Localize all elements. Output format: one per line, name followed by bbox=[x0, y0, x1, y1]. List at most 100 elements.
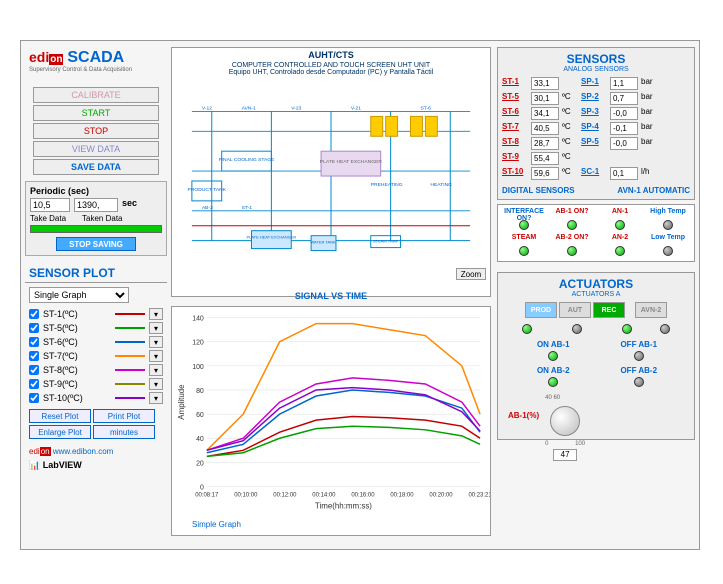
status-label: AB-1 ON? bbox=[549, 208, 595, 218]
calibrate-button[interactable]: CALIBRATE bbox=[33, 87, 159, 103]
start-button[interactable]: START bbox=[33, 105, 159, 121]
svg-text:Amplitude: Amplitude bbox=[177, 384, 186, 420]
sensor-id: SP-3 bbox=[581, 107, 607, 120]
minutes-button[interactable]: minutes bbox=[93, 425, 155, 439]
reset-plot-button[interactable]: Reset Plot bbox=[29, 409, 91, 423]
sensor-color-swatch bbox=[115, 355, 145, 357]
sensor-checkbox[interactable] bbox=[29, 351, 39, 361]
ab-cell[interactable]: ON AB-1 bbox=[512, 340, 595, 363]
sensors-subtitle: ANALOG SENSORS bbox=[502, 66, 690, 73]
svg-text:PREHEATING: PREHEATING bbox=[371, 182, 403, 188]
sensor-id: SP-5 bbox=[581, 137, 607, 150]
svg-text:00:16:00: 00:16:00 bbox=[351, 492, 375, 498]
aut-button[interactable]: AUT bbox=[559, 302, 591, 318]
svg-text:0: 0 bbox=[200, 485, 204, 492]
sensor-series-label: ST-6(ºC) bbox=[43, 337, 111, 347]
knob-control[interactable]: 40 60 0100 47 bbox=[545, 395, 585, 435]
sensor-style-button[interactable]: ▾ bbox=[149, 350, 163, 362]
sensor-color-swatch bbox=[115, 327, 145, 329]
svg-text:140: 140 bbox=[192, 316, 204, 323]
ab-cell[interactable]: ON AB-2 bbox=[512, 366, 595, 389]
svg-text:ST-1: ST-1 bbox=[242, 205, 253, 211]
sensor-value: 40,5 bbox=[531, 122, 559, 135]
chart-panel: 02040608010012014000:08:1700:10:0000:12:… bbox=[171, 306, 491, 536]
status-cell: INTERFACE ON? bbox=[501, 208, 547, 232]
status-cell: AB-2 ON? bbox=[549, 234, 595, 258]
status-label: STEAM bbox=[501, 234, 547, 244]
sensor-checkbox[interactable] bbox=[29, 379, 39, 389]
ab-led bbox=[548, 351, 558, 361]
sensor-unit: ºC bbox=[562, 167, 578, 180]
sensor-checkbox[interactable] bbox=[29, 337, 39, 347]
sensor-id: ST-10 bbox=[502, 167, 528, 180]
svg-text:00:08:17: 00:08:17 bbox=[195, 492, 219, 498]
sensor-style-button[interactable]: ▾ bbox=[149, 308, 163, 320]
chart-svg: 02040608010012014000:08:1700:10:0000:12:… bbox=[172, 307, 490, 517]
sensor-unit: bar bbox=[641, 77, 659, 90]
periodic-input[interactable] bbox=[30, 198, 70, 212]
ab-cell[interactable]: OFF AB-2 bbox=[598, 366, 681, 389]
actuators-panel: ACTUATORS ACTUATORS A PROD AUT REC AVN-2… bbox=[497, 272, 695, 440]
status-label: AN-1 bbox=[597, 208, 643, 218]
sensor-value: 1,1 bbox=[610, 77, 638, 90]
svg-text:00:10:00: 00:10:00 bbox=[234, 492, 258, 498]
sensor-style-button[interactable]: ▾ bbox=[149, 364, 163, 376]
logo-tagline: Supervisory Control & Data Acquisition bbox=[29, 67, 163, 73]
take-data-label: Take Data bbox=[30, 214, 66, 223]
svg-text:AVN-1: AVN-1 bbox=[242, 105, 256, 111]
sensor-unit: bar bbox=[641, 137, 659, 150]
zoom-button[interactable]: Zoom bbox=[456, 268, 486, 280]
sensor-id: ST-6 bbox=[502, 107, 528, 120]
svg-text:WATER TANK: WATER TANK bbox=[310, 240, 336, 245]
rec-button[interactable]: REC bbox=[593, 302, 625, 318]
chart-footer-label: Simple Graph bbox=[172, 520, 490, 529]
ab-cell[interactable]: OFF AB-1 bbox=[598, 340, 681, 363]
ab-label: ON AB-1 bbox=[512, 340, 595, 349]
sensor-value: -0,0 bbox=[610, 107, 638, 120]
sensor-unit: bar bbox=[641, 92, 659, 105]
sensor-style-button[interactable]: ▾ bbox=[149, 322, 163, 334]
svg-text:STEAM TRAP: STEAM TRAP bbox=[373, 239, 399, 244]
knob-value: 47 bbox=[553, 449, 577, 461]
sensor-id bbox=[581, 152, 607, 165]
sensor-value: 30,1 bbox=[531, 92, 559, 105]
stop-button[interactable]: STOP bbox=[33, 123, 159, 139]
print-plot-button[interactable]: Print Plot bbox=[93, 409, 155, 423]
svg-text:00:23:21: 00:23:21 bbox=[468, 492, 490, 498]
sensor-value: 0,1 bbox=[610, 167, 638, 180]
sensor-id: SP-4 bbox=[581, 122, 607, 135]
logo: edion SCADA Supervisory Control & Data A… bbox=[25, 45, 167, 77]
plot-controls: Single Graph ST-1(ºC) ▾ ST-5(ºC) ▾ ST-6(… bbox=[25, 287, 167, 439]
sensor-series-item: ST-8(ºC) ▾ bbox=[29, 363, 163, 377]
progress-bar bbox=[30, 225, 162, 233]
svg-text:PLATE HEAT EXCHANGER: PLATE HEAT EXCHANGER bbox=[246, 235, 296, 240]
savedata-button[interactable]: SAVE DATA bbox=[33, 159, 159, 175]
avn2-button[interactable]: AVN-2 bbox=[635, 302, 667, 318]
status-cell: AB-1 ON? bbox=[549, 208, 595, 232]
sensor-style-button[interactable]: ▾ bbox=[149, 392, 163, 404]
graph-mode-select[interactable]: Single Graph bbox=[29, 287, 129, 303]
taken-input[interactable] bbox=[74, 198, 118, 212]
svg-text:20: 20 bbox=[196, 460, 204, 467]
prod-button[interactable]: PROD bbox=[525, 302, 557, 318]
svg-text:00:18:00: 00:18:00 bbox=[390, 492, 414, 498]
sensor-series-label: ST-1(ºC) bbox=[43, 309, 111, 319]
sensor-checkbox[interactable] bbox=[29, 393, 39, 403]
sensor-style-button[interactable]: ▾ bbox=[149, 336, 163, 348]
status-label: AB-2 ON? bbox=[549, 234, 595, 244]
status-cell: Low Temp bbox=[645, 234, 691, 258]
sensor-series-item: ST-10(ºC) ▾ bbox=[29, 391, 163, 405]
svg-text:80: 80 bbox=[196, 388, 204, 395]
sensor-checkbox[interactable] bbox=[29, 365, 39, 375]
enlarge-plot-button[interactable]: Enlarge Plot bbox=[29, 425, 91, 439]
control-buttons: CALIBRATE START STOP VIEW DATA SAVE DATA bbox=[25, 87, 167, 175]
aut-led bbox=[572, 324, 582, 334]
periodic-label: Periodic (sec) bbox=[30, 186, 162, 196]
sensor-checkbox[interactable] bbox=[29, 323, 39, 333]
viewdata-button[interactable]: VIEW DATA bbox=[33, 141, 159, 157]
sensor-style-button[interactable]: ▾ bbox=[149, 378, 163, 390]
sensor-color-swatch bbox=[115, 313, 145, 315]
stop-saving-button[interactable]: STOP SAVING bbox=[56, 237, 136, 251]
sensor-checkbox[interactable] bbox=[29, 309, 39, 319]
sensor-unit: ºC bbox=[562, 107, 578, 120]
